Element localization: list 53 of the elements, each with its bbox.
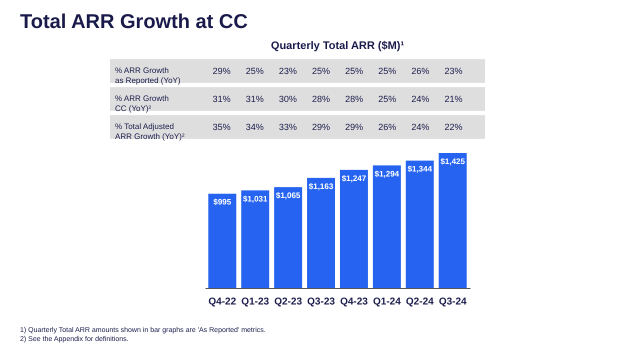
- x-tick-label: Q4-22: [208, 296, 237, 308]
- text: 30%: [278, 94, 297, 104]
- data-label: $1,031: [242, 194, 268, 204]
- text: 31%: [212, 94, 231, 104]
- x-tick-label: Q2-23: [274, 296, 302, 308]
- chart-title: Total ARR Growth at CC: [20, 11, 248, 33]
- text: 22%: [444, 122, 462, 132]
- x-tick-label: Q3-23: [307, 296, 336, 308]
- text: 29%: [212, 66, 231, 76]
- text: 26%: [378, 122, 396, 132]
- text: 35%: [212, 122, 231, 132]
- x-tick-label: Q2-24: [406, 296, 434, 308]
- text: 25%: [378, 66, 396, 76]
- bar: [307, 178, 336, 288]
- data-label: $1,344: [408, 164, 433, 174]
- text: 25%: [378, 94, 396, 104]
- data-label: $1,163: [308, 182, 334, 191]
- bar: [406, 160, 434, 288]
- text: % ARR Growth CC (YoY)²: [115, 94, 169, 113]
- chart-subtitle: Quarterly Total ARR ($M)¹: [270, 40, 404, 52]
- text: 28%: [345, 94, 364, 104]
- text: 24%: [411, 94, 430, 104]
- text: % Total Adjusted ARR Growth (YoY)²: [115, 122, 185, 141]
- x-tick-label: Q4-23: [340, 296, 368, 308]
- text: 24%: [411, 122, 430, 132]
- bar: [274, 187, 302, 288]
- bar: [340, 170, 368, 288]
- x-tick-label: Q3-24: [438, 296, 468, 308]
- text: % ARR Growth as Reported (YoY): [115, 66, 181, 85]
- data-label: $1,294: [374, 169, 400, 178]
- bar: [208, 194, 236, 288]
- text: 23%: [278, 66, 297, 76]
- data-label: $1,425: [440, 157, 466, 166]
- bar: [438, 153, 467, 288]
- data-label: $995: [213, 198, 232, 207]
- text: 23%: [444, 66, 462, 76]
- text: 25%: [345, 66, 364, 76]
- text: 25%: [312, 66, 330, 76]
- x-tick-label: Q1-23: [241, 296, 270, 308]
- text: 21%: [444, 94, 462, 104]
- text: 29%: [312, 122, 330, 132]
- text: 33%: [278, 122, 297, 132]
- text: 25%: [246, 66, 264, 76]
- data-label: $1,065: [276, 191, 301, 200]
- bar: [241, 190, 270, 288]
- text: 26%: [411, 66, 430, 76]
- text: 34%: [246, 122, 264, 132]
- text: 31%: [246, 94, 264, 104]
- data-label: $1,247: [342, 174, 367, 183]
- bar: [372, 165, 401, 288]
- text: 29%: [345, 122, 364, 132]
- x-tick-label: Q1-24: [372, 296, 402, 308]
- text: 28%: [312, 94, 330, 104]
